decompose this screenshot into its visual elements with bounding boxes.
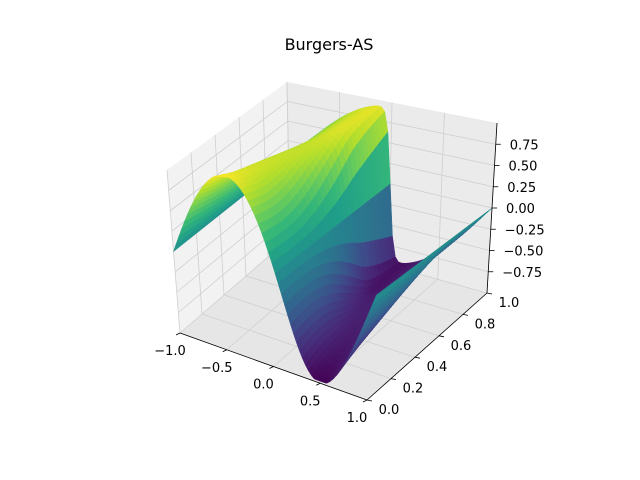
x-tick [316,382,321,386]
z-tick-label: −0.50 [504,245,544,260]
x-tick [175,332,181,336]
x-tick [222,349,227,353]
x-tick-label: −0.5 [201,361,233,376]
x-tick-label: 0.0 [253,378,274,393]
z-tick-label: −0.75 [502,266,542,281]
y-tick-label: 0.2 [403,382,424,397]
y-tick [414,356,421,359]
y-tick-label: 0.0 [379,403,400,418]
y-tick-label: 1.0 [499,296,520,311]
x-tick [269,366,274,369]
y-tick [462,314,469,316]
axis-ticks: −1.0−0.50.00.51.00.00.20.40.60.81.0−0.75… [154,138,544,426]
surface-plot [172,105,493,384]
y-tick-label: 0.6 [451,339,472,354]
y-axis-line [366,292,488,401]
surface-patch [371,291,381,306]
y-tick-label: 0.8 [475,317,496,332]
x-tick-label: 0.5 [300,394,321,409]
x-tick [362,399,368,403]
y-tick [390,378,397,380]
grid-line-z [168,101,496,191]
x-tick-label: 1.0 [347,411,368,426]
z-tick-label: 0.75 [510,138,539,153]
y-tick-label: 0.4 [427,360,448,375]
z-tick-label: −0.25 [505,223,545,238]
z-tick-label: 0.25 [507,181,536,196]
chart-title: Burgers-AS [285,35,374,54]
y-tick [366,399,373,402]
x-tick-label: −1.0 [154,344,186,359]
z-tick-label: 0.50 [509,160,538,175]
y-tick [486,292,493,295]
y-tick [438,335,445,338]
z-tick-label: 0.00 [506,202,535,217]
